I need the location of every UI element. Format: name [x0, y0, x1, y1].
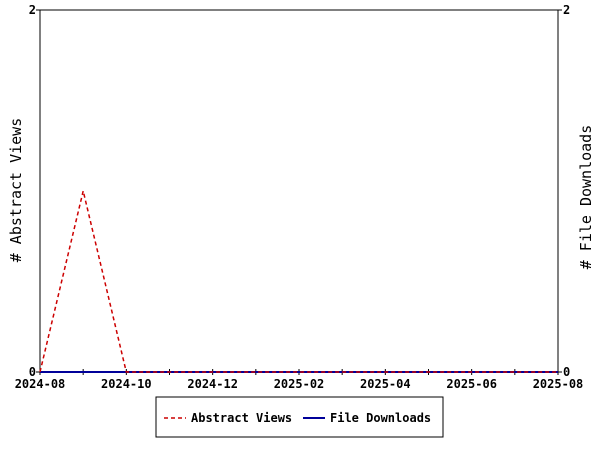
- y2-axis-title: # File Downloads: [577, 125, 595, 270]
- y2-tick-label: 0: [563, 365, 570, 379]
- series-line-abstract-views: [39, 190, 558, 373]
- plot-frame: [39, 9, 559, 373]
- x-tick-label: 2025-04: [360, 377, 411, 391]
- y2-tick-label: 2: [563, 3, 570, 17]
- x-tick-label: 2025-02: [274, 377, 325, 391]
- x-tick-label: 2024-10: [101, 377, 152, 391]
- legend: Abstract Views File Downloads: [155, 396, 444, 438]
- y-tick-label: 0: [29, 365, 36, 379]
- y-tick-label: 2: [29, 3, 36, 17]
- x-axis-tick-labels: 2024-08 2024-10 2024-12 2025-02 2025-04 2025-…: [15, 377, 584, 391]
- plot-area-border: [39, 9, 559, 373]
- y-axis-tick-labels: 0 2 0 2: [29, 3, 570, 379]
- x-tick-label: 2024-08: [15, 377, 66, 391]
- legend-box: [155, 396, 444, 438]
- series-lines: [39, 190, 558, 373]
- legend-label-abstract-views: Abstract Views: [191, 411, 292, 425]
- y-axis-title: # Abstract Views: [7, 118, 25, 263]
- legend-label-file-downloads: File Downloads: [330, 411, 431, 425]
- x-tick-label: 2025-06: [446, 377, 497, 391]
- x-tick-label: 2024-12: [187, 377, 238, 391]
- x-tick-label: 2025-08: [533, 377, 584, 391]
